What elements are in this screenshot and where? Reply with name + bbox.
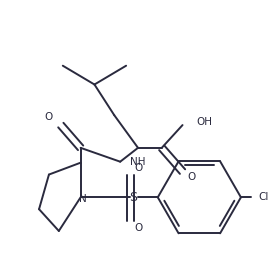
Text: N: N — [79, 194, 86, 204]
Text: O: O — [134, 163, 142, 173]
Text: OH: OH — [197, 117, 212, 127]
Text: Cl: Cl — [259, 192, 269, 202]
Text: O: O — [134, 223, 142, 233]
Text: S: S — [129, 191, 137, 204]
Text: NH: NH — [130, 157, 145, 167]
Text: O: O — [45, 112, 53, 122]
Text: O: O — [187, 171, 196, 182]
